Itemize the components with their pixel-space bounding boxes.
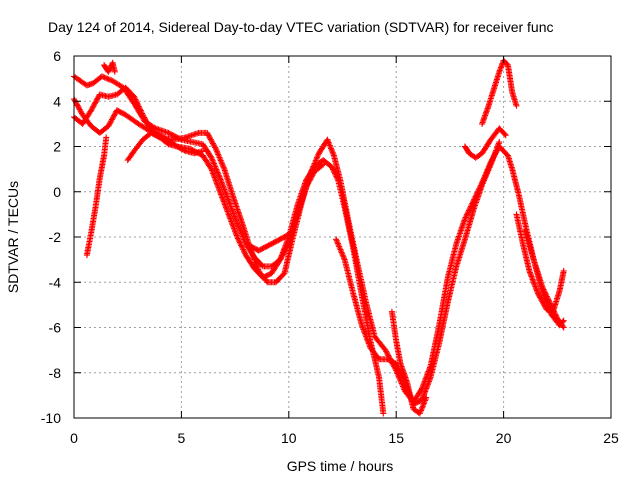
y-tick-label: -8 [49,365,62,381]
x-tick-label: 25 [603,430,619,446]
y-axis-label: SDTVAR / TECUs [5,181,21,293]
point-markers [71,84,327,281]
point-markers [461,125,509,161]
series-track-8 [333,139,503,408]
x-tick-label: 10 [281,430,297,446]
point-markers [479,57,520,127]
series-track-11 [479,57,520,127]
point-markers [101,59,118,75]
series-track-2 [71,96,567,406]
point-markers [388,308,430,417]
point-markers [522,227,567,331]
point-markers [247,229,294,254]
point-markers [124,129,206,164]
x-axis-label: GPS time / hours [287,458,394,474]
x-tick-label: 5 [178,430,186,446]
x-tick-label: 15 [388,430,404,446]
series-track-3 [71,84,327,281]
y-tick-label: 6 [53,48,61,64]
y-tick-label: -10 [41,410,61,426]
point-markers [71,96,567,406]
point-markers [333,139,503,408]
series-track-7 [247,229,294,254]
series-track-6 [124,129,206,164]
y-tick-label: -2 [49,229,62,245]
y-tick-label: -6 [49,320,62,336]
point-markers [83,134,110,259]
series-track-12 [513,211,567,315]
series-track-4 [83,134,110,259]
x-tick-label: 20 [496,430,512,446]
axis-ticks: 0 5 10 15 20 25 -10 -8 -6 -4 -2 0 2 4 6 [41,48,619,446]
series-track-13 [522,227,567,331]
series-track-9 [388,308,430,417]
series-track-10 [461,125,509,161]
y-tick-label: -4 [49,274,62,290]
y-tick-label: 0 [53,184,61,200]
grid [74,56,611,418]
y-tick-label: 4 [53,93,61,109]
series-track-5 [101,59,118,75]
point-markers [513,211,567,315]
y-tick-label: 2 [53,139,61,155]
x-tick-label: 0 [70,430,78,446]
chart-title: Day 124 of 2014, Sidereal Day-to-day VTE… [48,19,554,35]
